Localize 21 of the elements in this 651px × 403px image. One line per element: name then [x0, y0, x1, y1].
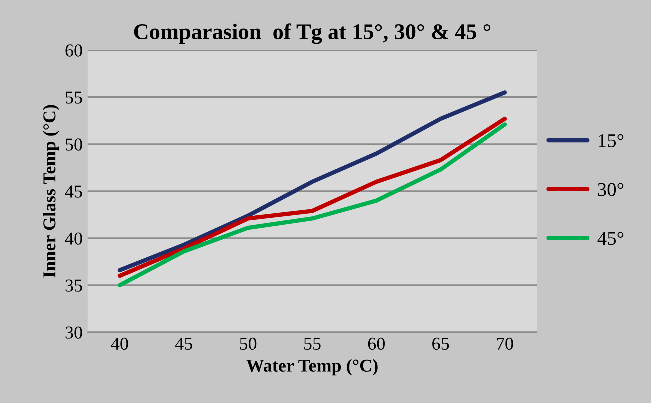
- x-tick-label: 60: [368, 338, 385, 350]
- y-tick-label: 50: [66, 138, 82, 151]
- y-tick-label: 55: [66, 92, 82, 104]
- y-axis-title: Inner Glass Temp (°C): [43, 105, 60, 278]
- y-tick-label: 40: [65, 232, 82, 245]
- x-axis-title: Water Temp (°C): [246, 359, 378, 376]
- x-tick-label: 40: [111, 338, 128, 350]
- x-tick-label: 70: [497, 338, 514, 350]
- y-tick-label: 35: [66, 280, 82, 292]
- line-series: [118, 90, 508, 272]
- y-tick-label: 60: [66, 44, 82, 57]
- y-tick-label: 30: [66, 326, 82, 339]
- chart-title: Comparasion of Tg at 15°, 30° & 45 °: [134, 24, 491, 44]
- x-tick-label: 45: [175, 338, 192, 350]
- legend-label: 30°: [598, 183, 624, 196]
- x-tick-label: 55: [304, 338, 321, 350]
- x-tick-label: 50: [240, 338, 257, 350]
- legend-label: 15°: [599, 134, 624, 148]
- y-tick-label: 45: [65, 186, 82, 198]
- x-tick-label: 65: [432, 338, 450, 350]
- legend-label: 45°: [598, 232, 624, 246]
